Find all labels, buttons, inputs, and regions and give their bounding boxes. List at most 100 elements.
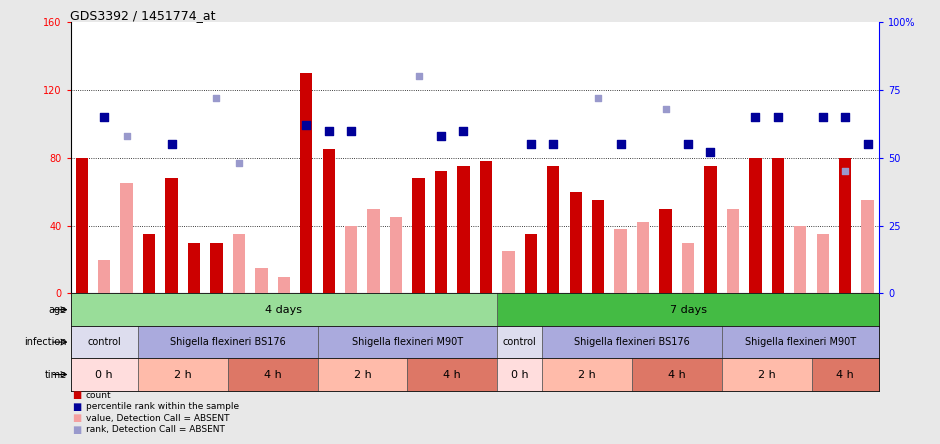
Text: 7 days: 7 days <box>669 305 707 315</box>
Text: 4 h: 4 h <box>444 369 462 380</box>
Point <box>433 133 448 140</box>
Bar <box>632 358 722 391</box>
Bar <box>817 234 829 293</box>
Bar <box>497 293 879 326</box>
Point <box>321 127 337 134</box>
Point <box>119 133 134 140</box>
Text: 0 h: 0 h <box>95 369 113 380</box>
Point <box>681 141 696 148</box>
Text: 4 h: 4 h <box>264 369 281 380</box>
Bar <box>861 200 874 293</box>
Point <box>524 141 539 148</box>
Text: ■: ■ <box>72 413 82 423</box>
Bar <box>188 242 200 293</box>
Point <box>815 114 830 121</box>
Bar <box>497 358 542 391</box>
Bar <box>120 183 133 293</box>
Bar <box>70 293 497 326</box>
Bar <box>368 209 380 293</box>
Text: age: age <box>48 305 67 315</box>
Text: 2 h: 2 h <box>353 369 371 380</box>
Text: 4 h: 4 h <box>837 369 854 380</box>
Bar <box>682 242 695 293</box>
Bar <box>659 209 672 293</box>
Text: time: time <box>44 369 67 380</box>
Bar <box>615 229 627 293</box>
Bar <box>138 326 318 358</box>
Text: ■: ■ <box>72 390 82 400</box>
Point <box>748 114 763 121</box>
Bar <box>318 358 407 391</box>
Text: Shigella flexineri BS176: Shigella flexineri BS176 <box>574 337 690 347</box>
Text: GDS3392 / 1451774_at: GDS3392 / 1451774_at <box>70 9 216 22</box>
Bar <box>749 158 761 293</box>
Point <box>456 127 471 134</box>
Point <box>860 141 875 148</box>
Point <box>771 114 786 121</box>
Text: ■: ■ <box>72 425 82 435</box>
Bar <box>722 326 879 358</box>
Bar <box>794 226 807 293</box>
Bar <box>143 234 155 293</box>
Bar <box>497 326 542 358</box>
Bar <box>345 226 357 293</box>
Bar <box>839 158 852 293</box>
Bar <box>322 149 335 293</box>
Bar <box>233 234 245 293</box>
Text: 2 h: 2 h <box>758 369 776 380</box>
Text: Shigella flexineri BS176: Shigella flexineri BS176 <box>170 337 286 347</box>
Bar <box>592 200 604 293</box>
Point <box>97 114 112 121</box>
Bar <box>542 326 722 358</box>
Bar <box>227 358 318 391</box>
Bar <box>300 73 312 293</box>
Point <box>703 149 718 156</box>
Text: ■: ■ <box>72 402 82 412</box>
Text: 0 h: 0 h <box>510 369 528 380</box>
Point <box>411 73 426 80</box>
Bar <box>413 178 425 293</box>
Bar <box>502 251 514 293</box>
Point <box>231 160 246 167</box>
Bar <box>637 222 650 293</box>
Bar <box>570 192 582 293</box>
Text: rank, Detection Call = ABSENT: rank, Detection Call = ABSENT <box>86 425 225 434</box>
Point <box>344 127 359 134</box>
Bar <box>255 268 268 293</box>
Point <box>209 95 224 102</box>
Text: 2 h: 2 h <box>174 369 192 380</box>
Text: 4 days: 4 days <box>265 305 303 315</box>
Bar <box>165 178 178 293</box>
Bar <box>727 209 739 293</box>
Point <box>299 122 314 129</box>
Bar <box>457 166 470 293</box>
Point <box>838 168 853 175</box>
Text: Shigella flexineri M90T: Shigella flexineri M90T <box>352 337 462 347</box>
Bar <box>98 260 110 293</box>
Bar <box>390 217 402 293</box>
Point <box>838 114 853 121</box>
Text: Shigella flexineri M90T: Shigella flexineri M90T <box>744 337 855 347</box>
Text: 2 h: 2 h <box>578 369 596 380</box>
Bar <box>138 358 227 391</box>
Bar <box>277 277 290 293</box>
Bar <box>722 358 811 391</box>
Bar <box>70 326 138 358</box>
Text: control: control <box>87 337 121 347</box>
Text: value, Detection Call = ABSENT: value, Detection Call = ABSENT <box>86 414 229 423</box>
Bar <box>318 326 497 358</box>
Bar <box>811 358 879 391</box>
Bar <box>70 358 138 391</box>
Text: control: control <box>503 337 537 347</box>
Bar <box>542 358 632 391</box>
Bar <box>435 171 447 293</box>
Bar <box>75 158 88 293</box>
Text: infection: infection <box>24 337 67 347</box>
Point <box>164 141 180 148</box>
Bar <box>525 234 537 293</box>
Bar <box>704 166 716 293</box>
Point <box>658 106 673 113</box>
Text: count: count <box>86 391 111 400</box>
Bar <box>407 358 497 391</box>
Text: 4 h: 4 h <box>668 369 685 380</box>
